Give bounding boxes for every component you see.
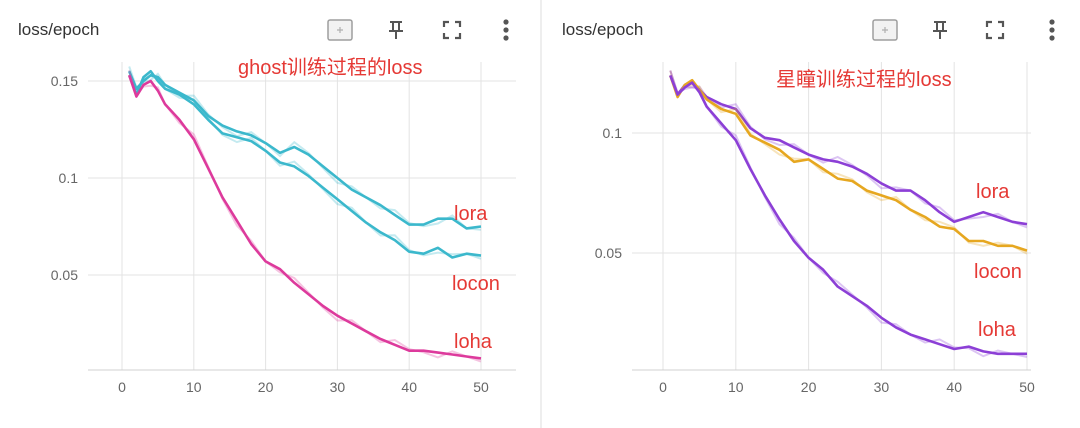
series-line-lora xyxy=(127,70,482,230)
more-vert-icon[interactable] xyxy=(492,16,520,44)
pin-icon[interactable] xyxy=(382,16,410,44)
series-label-locon: locon xyxy=(452,273,500,295)
fit-domain-icon[interactable] xyxy=(871,16,899,44)
series-raw-locon xyxy=(128,70,482,260)
x-tick-label: 30 xyxy=(874,379,890,395)
x-tick-label: 50 xyxy=(1019,379,1035,395)
panel-divider xyxy=(540,0,542,428)
y-tick-label: 0.05 xyxy=(595,245,622,261)
series-line-locon xyxy=(127,70,482,259)
chart-card-xingtong: loss/epoch 0 10 20 30 40 50 0.05 0.1 星瞳训练过程的loss… xyxy=(544,0,1080,428)
pin-icon[interactable] xyxy=(926,16,954,44)
y-tick-label: 0.1 xyxy=(59,170,79,186)
series-line-lora xyxy=(669,74,1028,226)
series-line-loha xyxy=(669,74,1027,356)
card-title: loss/epoch xyxy=(562,20,644,39)
series-label-locon: locon xyxy=(974,261,1022,283)
series-label-lora: lora xyxy=(976,181,1010,203)
x-tick-label: 10 xyxy=(186,379,202,395)
chart-annotation-title: 星瞳训练过程的loss xyxy=(776,68,952,91)
series-raw-loha xyxy=(128,70,482,363)
card-title: loss/epoch xyxy=(18,20,100,39)
series-line-loha xyxy=(127,74,482,360)
fit-domain-icon[interactable] xyxy=(326,16,354,44)
x-tick-label: 30 xyxy=(330,379,346,395)
chart-annotation-title: ghost训练过程的loss xyxy=(238,56,423,79)
x-tick-label: 40 xyxy=(401,379,417,395)
series-label-lora: lora xyxy=(454,203,488,225)
series-raw-loha xyxy=(669,70,1028,358)
y-tick-label: 0.15 xyxy=(51,73,78,89)
x-tick-label: 40 xyxy=(946,379,962,395)
chart-plot-xingtong: 0 10 20 30 40 50 0.05 0.1 星瞳训练过程的loss lora locon lo… xyxy=(595,62,1035,395)
more-vert-icon[interactable] xyxy=(1038,16,1066,44)
series-raw-lora xyxy=(669,70,1028,229)
y-tick-label: 0.1 xyxy=(603,125,623,141)
x-tick-label: 20 xyxy=(258,379,274,395)
series-raw-lora xyxy=(128,66,482,231)
x-tick-label: 20 xyxy=(801,379,817,395)
fullscreen-icon[interactable] xyxy=(981,16,1009,44)
chart-card-ghost: loss/epoch 0 10 20 30 40 50 0.05 0.1 0.15 ghost训练… xyxy=(18,16,520,395)
fullscreen-icon[interactable] xyxy=(438,16,466,44)
x-tick-label: 0 xyxy=(118,379,126,395)
series-label-loha: loha xyxy=(978,319,1017,341)
x-tick-label: 10 xyxy=(728,379,744,395)
x-tick-label: 0 xyxy=(659,379,667,395)
y-tick-label: 0.05 xyxy=(51,267,78,283)
series-line-locon xyxy=(669,74,1028,252)
x-tick-label: 50 xyxy=(473,379,489,395)
series-label-loha: loha xyxy=(454,331,493,353)
chart-plot-ghost: 0 10 20 30 40 50 0.05 0.1 0.15 ghost训练过程的loss lora… xyxy=(51,56,516,395)
